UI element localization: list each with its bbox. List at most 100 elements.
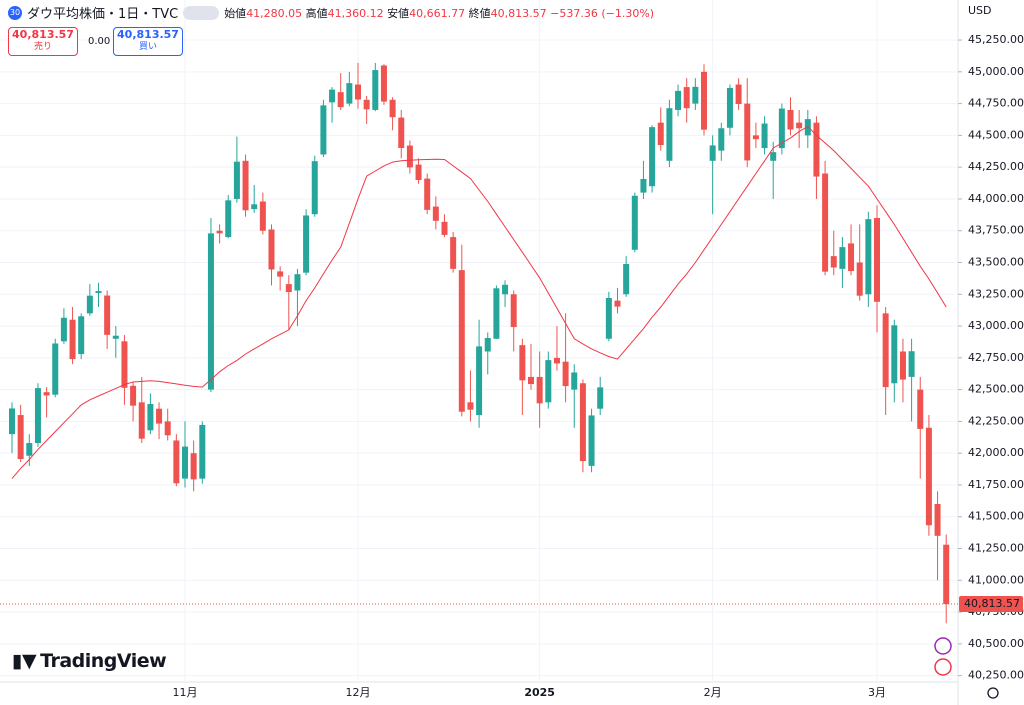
candle-body bbox=[804, 119, 811, 136]
sell-button[interactable]: 40,813.57 売り bbox=[8, 27, 78, 56]
currency[interactable]: USD bbox=[968, 4, 992, 17]
candle-body bbox=[147, 403, 154, 431]
y-tick-label: 41,000.00 bbox=[968, 573, 1024, 586]
candle-body bbox=[856, 262, 863, 296]
candle-body bbox=[605, 297, 612, 339]
y-tick-label: 44,250.00 bbox=[968, 160, 1024, 173]
close-value: 40,813.57 bbox=[490, 6, 547, 20]
candle-body bbox=[545, 360, 552, 403]
candle-body bbox=[934, 504, 941, 536]
candle-body bbox=[528, 376, 534, 385]
candle-body bbox=[839, 247, 846, 269]
candle-body bbox=[943, 544, 950, 605]
y-tick-label: 42,750.00 bbox=[968, 351, 1024, 364]
settings-icon bbox=[987, 687, 999, 699]
candle-body bbox=[813, 122, 820, 177]
candle-body bbox=[467, 402, 474, 410]
candle-body bbox=[303, 215, 310, 273]
candle-body bbox=[389, 99, 396, 118]
candle-body bbox=[406, 145, 413, 168]
candle-body bbox=[86, 295, 93, 314]
candle-body bbox=[207, 233, 214, 390]
candle-body bbox=[337, 92, 344, 108]
high-label: 高値 bbox=[305, 6, 328, 20]
candle-body bbox=[17, 415, 24, 460]
candle-body bbox=[553, 357, 560, 364]
candle-body bbox=[69, 319, 76, 360]
high-value: 41,360.12 bbox=[327, 6, 384, 20]
candle-body bbox=[156, 408, 163, 424]
candle-body bbox=[294, 274, 301, 291]
candle-body bbox=[164, 421, 171, 436]
y-tick-label: 43,750.00 bbox=[968, 224, 1024, 237]
toggle[interactable] bbox=[183, 5, 220, 20]
y-tick-label: 43,000.00 bbox=[968, 319, 1024, 332]
header: 30 ダウ平均株価・1日・TVC 始値41,280.05 高値41,360.12… bbox=[8, 3, 654, 22]
candle-body bbox=[432, 206, 439, 221]
candle-body bbox=[744, 103, 751, 161]
y-tick-label: 41,500.00 bbox=[968, 510, 1024, 523]
candle-body bbox=[104, 295, 111, 335]
candle-body bbox=[458, 270, 465, 412]
y-tick-label: 42,000.00 bbox=[968, 446, 1024, 459]
candle-body bbox=[899, 351, 906, 380]
sell-label: 売り bbox=[33, 42, 52, 52]
candle-body bbox=[285, 284, 292, 292]
candle-body bbox=[579, 383, 586, 462]
candle-body bbox=[233, 161, 240, 199]
x-tick-label: 2025 bbox=[524, 686, 555, 699]
candle-body bbox=[95, 291, 102, 294]
candle-body bbox=[43, 392, 50, 396]
candle-body bbox=[121, 341, 128, 388]
candle-body bbox=[891, 325, 898, 384]
candle-body bbox=[761, 123, 768, 149]
spread: 0.00 bbox=[88, 36, 111, 47]
candle-body bbox=[268, 229, 275, 270]
y-tick-label: 40,500.00 bbox=[968, 637, 1024, 650]
buy-label: 買い bbox=[138, 42, 157, 52]
open-label: 始値 bbox=[224, 6, 247, 20]
close-label: 終値 bbox=[468, 6, 491, 20]
x-tick-label: 12月 bbox=[346, 686, 371, 699]
candle-body bbox=[631, 195, 638, 250]
candle-body bbox=[778, 108, 785, 149]
candle-body bbox=[216, 230, 223, 234]
candle-body bbox=[26, 443, 33, 456]
candle-body bbox=[925, 427, 932, 526]
candle-body bbox=[614, 300, 621, 307]
y-tick-label: 43,250.00 bbox=[968, 287, 1024, 300]
candle-body bbox=[683, 87, 690, 109]
logo-text: TradingView bbox=[40, 650, 167, 672]
candle-body bbox=[355, 84, 361, 100]
last-price-label: 40,813.57 bbox=[964, 597, 1020, 610]
y-tick-label: 43,500.00 bbox=[968, 256, 1024, 269]
candle-body bbox=[251, 204, 258, 210]
candle-body bbox=[562, 361, 569, 387]
candle-body bbox=[380, 65, 387, 102]
y-tick-label: 45,000.00 bbox=[968, 65, 1024, 78]
buy-price: 40,813.57 bbox=[117, 28, 179, 41]
candle-body bbox=[424, 178, 431, 210]
candle-body bbox=[320, 105, 327, 155]
candle-body bbox=[259, 201, 266, 231]
candle-body bbox=[329, 89, 336, 103]
candle-body bbox=[874, 218, 880, 302]
y-tick-label: 44,000.00 bbox=[968, 192, 1024, 205]
candle-body bbox=[588, 415, 595, 466]
sell-price: 40,813.57 bbox=[12, 28, 74, 41]
symbol-title[interactable]: ダウ平均株価・1日・TVC bbox=[27, 7, 179, 22]
open-value: 41,280.05 bbox=[246, 6, 303, 20]
candle-body bbox=[657, 122, 664, 146]
events-icon bbox=[934, 637, 952, 655]
candle-body bbox=[822, 173, 829, 272]
buy-button[interactable]: 40,813.57 買い bbox=[113, 27, 183, 56]
candle-body bbox=[78, 316, 85, 355]
candle-body bbox=[242, 160, 249, 211]
y-tick-label: 45,250.00 bbox=[968, 33, 1024, 46]
candle-body bbox=[787, 109, 794, 130]
candle-body bbox=[701, 71, 707, 130]
x-tick-label: 2月 bbox=[704, 686, 722, 699]
low-value: 40,661.77 bbox=[409, 6, 466, 20]
